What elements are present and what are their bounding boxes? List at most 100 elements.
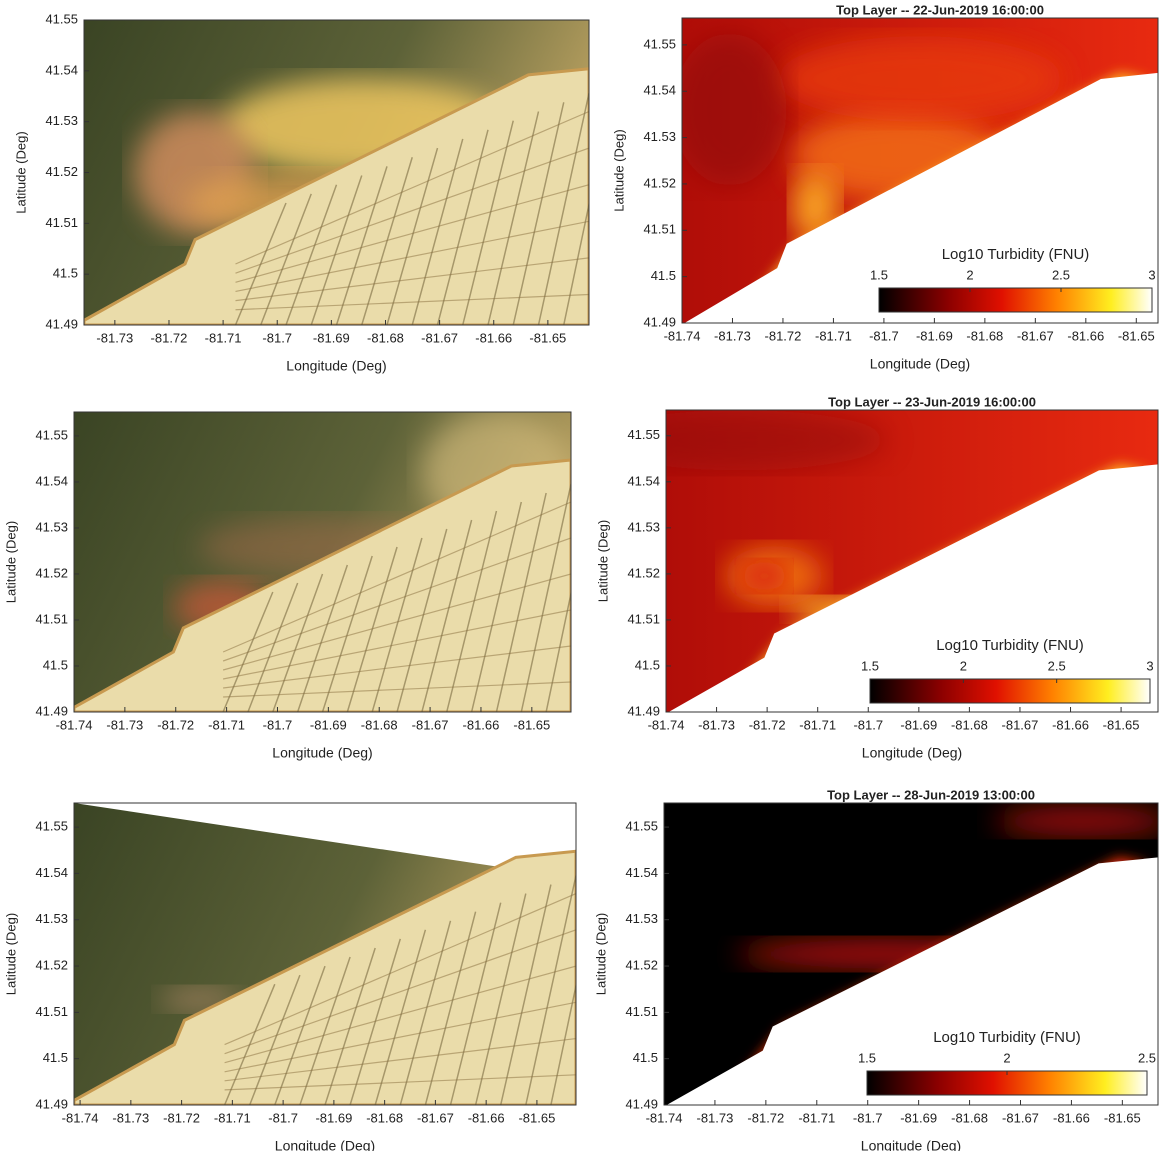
y-axis-label: Latitude (Deg) [3, 913, 18, 995]
y-tick-label: 41.53 [627, 519, 660, 534]
y-tick-label: 41.51 [45, 215, 78, 230]
x-tick-label: -81.74 [62, 1110, 99, 1125]
x-tick-label: -81.73 [112, 1110, 149, 1125]
x-tick-label: -81.7 [263, 717, 293, 732]
body: {"chart_data": [ {"type": "image", "xlab… [0, 0, 1160, 1151]
y-tick-label: 41.52 [35, 957, 68, 972]
x-tick-label: -81.65 [518, 1110, 555, 1125]
y-tick-label: 41.51 [643, 222, 676, 237]
y-tick-label: 41.54 [35, 865, 68, 880]
x-tick-label: -81.73 [106, 717, 143, 732]
map-image [84, 20, 614, 325]
y-tick-label: 41.49 [35, 1096, 68, 1111]
y-tick-label: 41.55 [45, 11, 78, 26]
x-tick-label: -81.69 [916, 328, 953, 343]
x-tick-label: -81.67 [1017, 328, 1054, 343]
panel: -81.74-81.73-81.72-81.71-81.7-81.69-81.6… [593, 787, 1160, 1151]
x-tick-label: -81.69 [313, 330, 350, 345]
y-tick-label: 41.51 [35, 1004, 68, 1019]
x-tick-label: -81.74 [648, 717, 685, 732]
panel: -81.74-81.73-81.72-81.71-81.7-81.69-81.6… [592, 394, 1158, 760]
x-tick-label: -81.65 [513, 717, 550, 732]
x-tick-label: -81.68 [361, 717, 398, 732]
y-axis-label: Latitude (Deg) [611, 129, 626, 211]
x-tick-label: -81.65 [1103, 717, 1140, 732]
plume [672, 33, 786, 186]
panel-title: Top Layer -- 28-Jun-2019 13:00:00 [827, 787, 1035, 802]
x-tick-label: -81.66 [1053, 1110, 1090, 1125]
map-image [74, 803, 601, 1105]
x-tick-label: -81.69 [900, 1110, 937, 1125]
colorbar-label: Log10 Turbidity (FNU) [933, 1029, 1081, 1046]
y-tick-label: 41.51 [35, 611, 68, 626]
y-tick-label: 41.54 [643, 83, 676, 98]
x-tick-label: -81.72 [163, 1110, 200, 1125]
colorbar-tick-label: 1.5 [861, 658, 879, 673]
x-tick-label: -81.71 [798, 1110, 835, 1125]
x-tick-label: -81.68 [966, 328, 1003, 343]
x-tick-label: -81.7 [853, 717, 883, 732]
plume [777, 36, 1063, 121]
map-image [664, 803, 1160, 1111]
x-tick-label: -81.72 [749, 717, 786, 732]
y-tick-label: 41.53 [35, 911, 68, 926]
x-tick-label: -81.66 [463, 717, 500, 732]
x-tick-label: -81.68 [951, 717, 988, 732]
colorbar-tick-label: 2.5 [1138, 1050, 1156, 1065]
y-tick-label: 41.54 [45, 62, 78, 77]
y-tick-label: 41.53 [643, 129, 676, 144]
x-tick-label: -81.71 [815, 328, 852, 343]
y-tick-label: 41.52 [35, 565, 68, 580]
plume [740, 561, 789, 591]
colorbar-tick-label: 2.5 [1052, 267, 1070, 282]
y-tick-label: 41.54 [35, 473, 68, 488]
x-tick-label: -81.72 [765, 328, 802, 343]
y-tick-label: 41.53 [45, 113, 78, 128]
x-axis-label: Longitude (Deg) [272, 745, 372, 761]
y-tick-label: 41.51 [625, 1004, 658, 1019]
panel: -81.74-81.73-81.72-81.71-81.7-81.69-81.6… [611, 2, 1158, 371]
colorbar-tick-label: 3 [1146, 658, 1153, 673]
x-tick-label: -81.73 [96, 330, 133, 345]
y-tick-label: 41.5 [633, 1050, 658, 1065]
x-axis-label: Longitude (Deg) [862, 745, 962, 761]
colorbar-tick-label: 2 [1003, 1050, 1010, 1065]
x-tick-label: -81.72 [747, 1110, 784, 1125]
x-tick-label: -81.67 [1002, 717, 1039, 732]
panel: -81.74-81.73-81.72-81.71-81.7-81.69-81.6… [3, 412, 595, 761]
x-tick-label: -81.68 [366, 1110, 403, 1125]
y-tick-label: 41.5 [635, 657, 660, 672]
y-tick-label: 41.52 [45, 164, 78, 179]
y-tick-label: 41.53 [625, 911, 658, 926]
panel-title: Top Layer -- 23-Jun-2019 16:00:00 [828, 394, 1036, 409]
panel-title: Top Layer -- 22-Jun-2019 16:00:00 [836, 2, 1044, 17]
x-tick-label: -81.65 [1104, 1110, 1141, 1125]
map-image [672, 18, 1158, 329]
x-tick-label: -81.73 [714, 328, 751, 343]
x-tick-label: -81.73 [696, 1110, 733, 1125]
x-axis-label: Longitude (Deg) [286, 358, 386, 374]
y-tick-label: 41.54 [625, 865, 658, 880]
y-tick-label: 41.49 [45, 316, 78, 331]
x-tick-label: -81.68 [951, 1110, 988, 1125]
colorbar-label: Log10 Turbidity (FNU) [942, 246, 1090, 263]
y-tick-label: 41.51 [627, 611, 660, 626]
colorbar-tick-label: 2 [960, 658, 967, 673]
x-tick-label: -81.71 [208, 717, 245, 732]
map-image [74, 412, 596, 712]
x-tick-label: -81.74 [664, 328, 701, 343]
figure: -81.73-81.72-81.71-81.7-81.69-81.68-81.6… [0, 0, 1160, 1151]
x-tick-label: -81.69 [310, 717, 347, 732]
x-tick-label: -81.72 [157, 717, 194, 732]
y-tick-label: 41.49 [643, 314, 676, 329]
y-tick-label: 41.5 [651, 268, 676, 283]
x-tick-label: -81.7 [262, 330, 292, 345]
y-tick-label: 41.52 [625, 957, 658, 972]
x-tick-label: -81.66 [1052, 717, 1089, 732]
y-tick-label: 41.52 [643, 175, 676, 190]
x-tick-label: -81.67 [1002, 1110, 1039, 1125]
x-tick-label: -81.65 [1118, 328, 1155, 343]
x-tick-label: -81.71 [205, 330, 242, 345]
x-tick-label: -81.71 [214, 1110, 251, 1125]
x-tick-label: -81.72 [151, 330, 188, 345]
